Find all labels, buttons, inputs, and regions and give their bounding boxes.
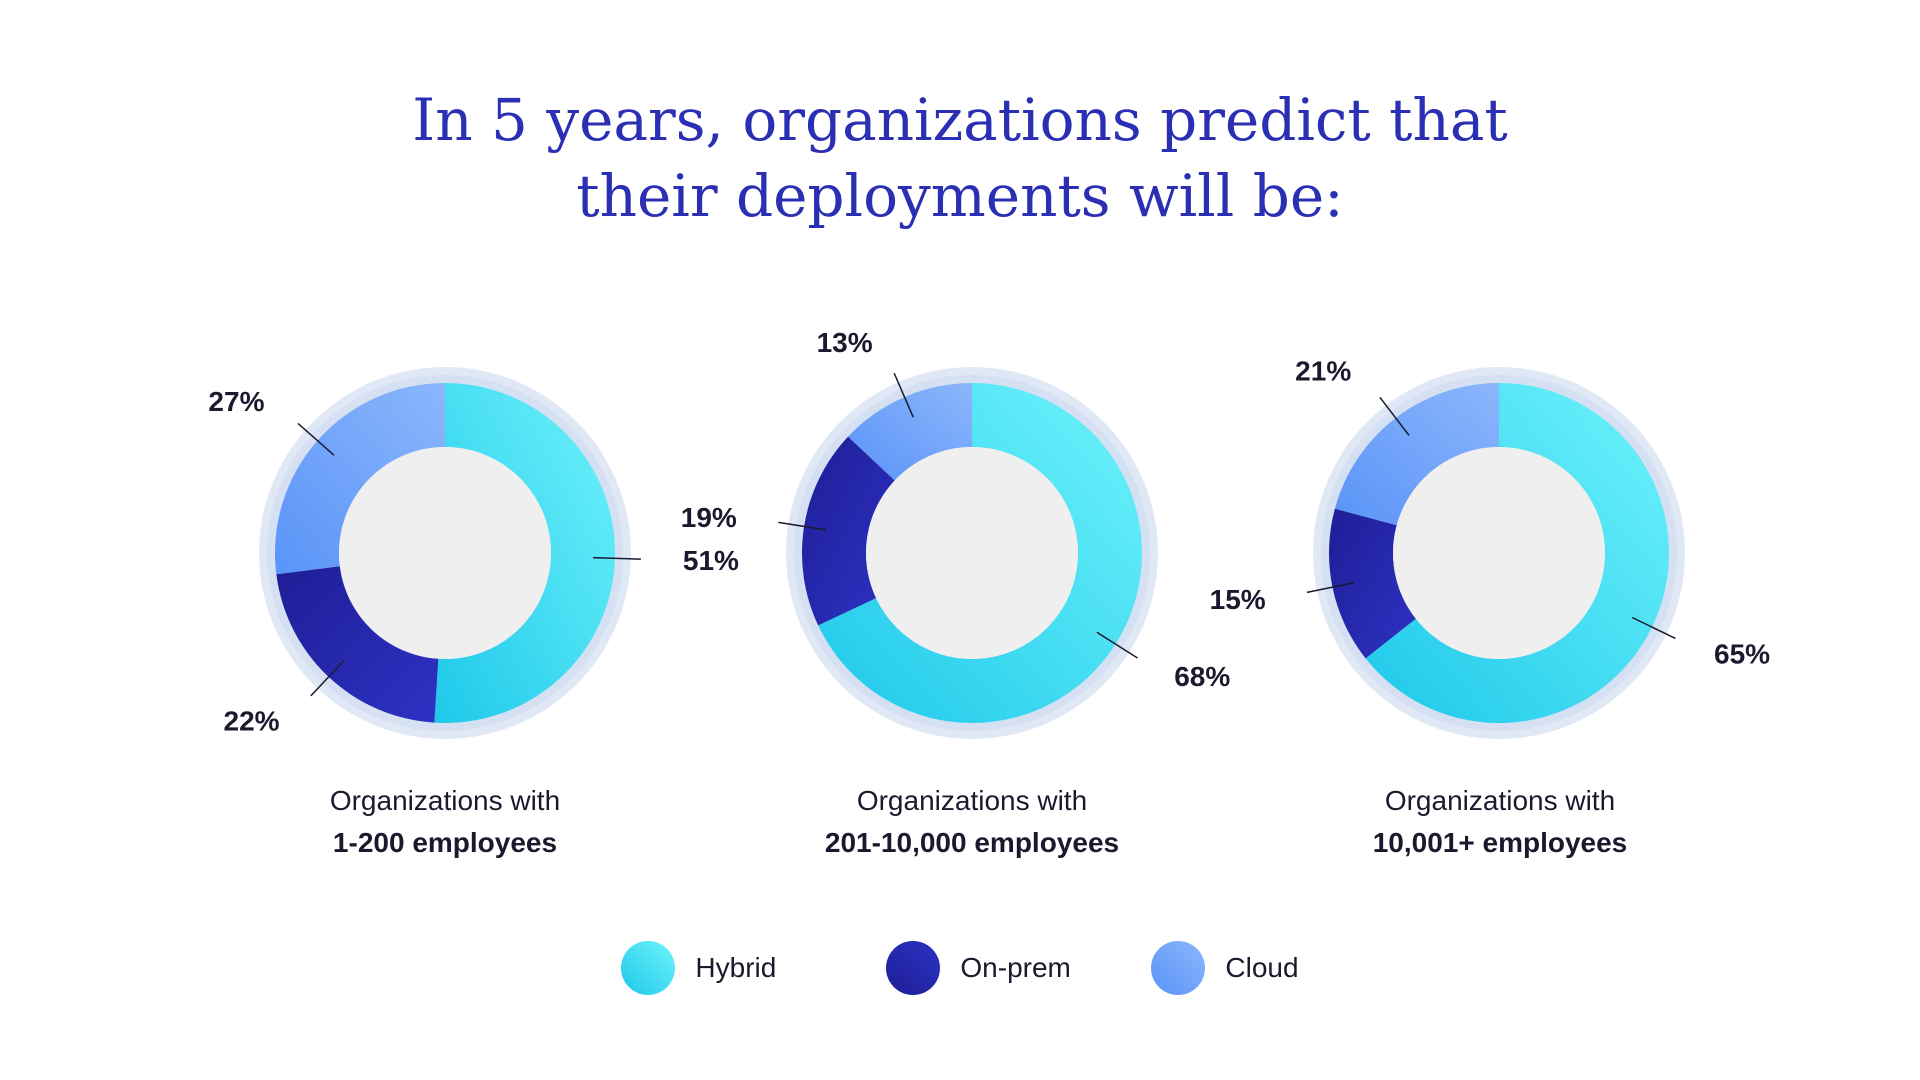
legend-item-on-prem: On-prem: [886, 941, 1151, 995]
caption-line-2: 201-10,000 employees: [824, 827, 1120, 858]
legend: Hybrid On-prem Cloud: [0, 940, 1920, 996]
legend-label-cloud: Cloud: [1225, 952, 1299, 983]
slice-cloud: [848, 383, 972, 481]
caption-line-1: Organizations with: [329, 785, 561, 816]
chart-title-line-2: their deployments will be:: [576, 162, 1344, 230]
legend-swatch-on-prem: [886, 941, 941, 995]
legend-label-hybrid: Hybrid: [695, 952, 777, 983]
slice-cloud: [275, 383, 445, 575]
slice-label-cloud: 13%: [817, 327, 873, 358]
legend-swatch-cloud: [1151, 941, 1206, 995]
slice-label-hybrid: 68%: [1174, 661, 1230, 692]
legend-item-cloud: Cloud: [1151, 941, 1299, 995]
leader-line-on-prem: [778, 521, 826, 531]
slice-label-cloud: 21%: [1295, 355, 1351, 386]
donut-center: [866, 447, 1078, 659]
slice-label-on-prem: 22%: [224, 706, 280, 737]
leader-line-hybrid: [1631, 616, 1676, 640]
legend-item-hybrid: Hybrid: [621, 941, 886, 995]
chart-caption-large-orgs: Organizations with 10,001+ employees: [1240, 780, 1760, 864]
donut-mid-orgs: 68% 19% 13%: [681, 327, 1230, 739]
slice-on-prem: [276, 566, 439, 723]
slice-on-prem: [1329, 508, 1416, 659]
leader-line-cloud: [893, 372, 914, 418]
caption-line-2: 10,001+ employees: [1372, 827, 1628, 858]
donut-large-orgs: 65% 15% 21%: [1210, 355, 1770, 739]
slice-hybrid: [818, 383, 1142, 723]
chart-title: In 5 years, organizations predict that t…: [0, 82, 1920, 234]
slice-hybrid: [1365, 383, 1670, 723]
caption-line-2: 1-200 employees: [332, 827, 558, 858]
donut-small-orgs: 51% 22% 27%: [208, 367, 739, 739]
leader-line-hybrid: [1096, 631, 1138, 659]
chart-title-line-1: In 5 years, organizations predict that: [412, 86, 1508, 154]
leader-line-hybrid: [592, 556, 641, 560]
leader-line-on-prem: [310, 660, 345, 697]
chart-caption-small-orgs: Organizations with 1-200 employees: [185, 780, 705, 864]
leader-line-on-prem: [1306, 581, 1355, 594]
slice-label-hybrid: 65%: [1714, 638, 1770, 669]
slice-label-on-prem: 15%: [1210, 584, 1266, 615]
donut-center: [1393, 447, 1605, 659]
slice-label-on-prem: 19%: [681, 502, 737, 533]
caption-line-1: Organizations with: [1384, 785, 1616, 816]
leader-line-cloud: [1379, 396, 1410, 436]
legend-swatch-hybrid: [621, 941, 676, 995]
leader-line-cloud: [297, 422, 335, 456]
slice-label-cloud: 27%: [208, 386, 264, 417]
legend-label-on-prem: On-prem: [960, 952, 1071, 983]
slice-hybrid: [434, 383, 615, 723]
slice-cloud: [1334, 383, 1499, 526]
slice-on-prem: [802, 436, 895, 626]
caption-line-1: Organizations with: [856, 785, 1088, 816]
chart-caption-mid-orgs: Organizations with 201-10,000 employees: [712, 780, 1232, 864]
donut-center: [339, 447, 551, 659]
slice-label-hybrid: 51%: [683, 545, 739, 576]
